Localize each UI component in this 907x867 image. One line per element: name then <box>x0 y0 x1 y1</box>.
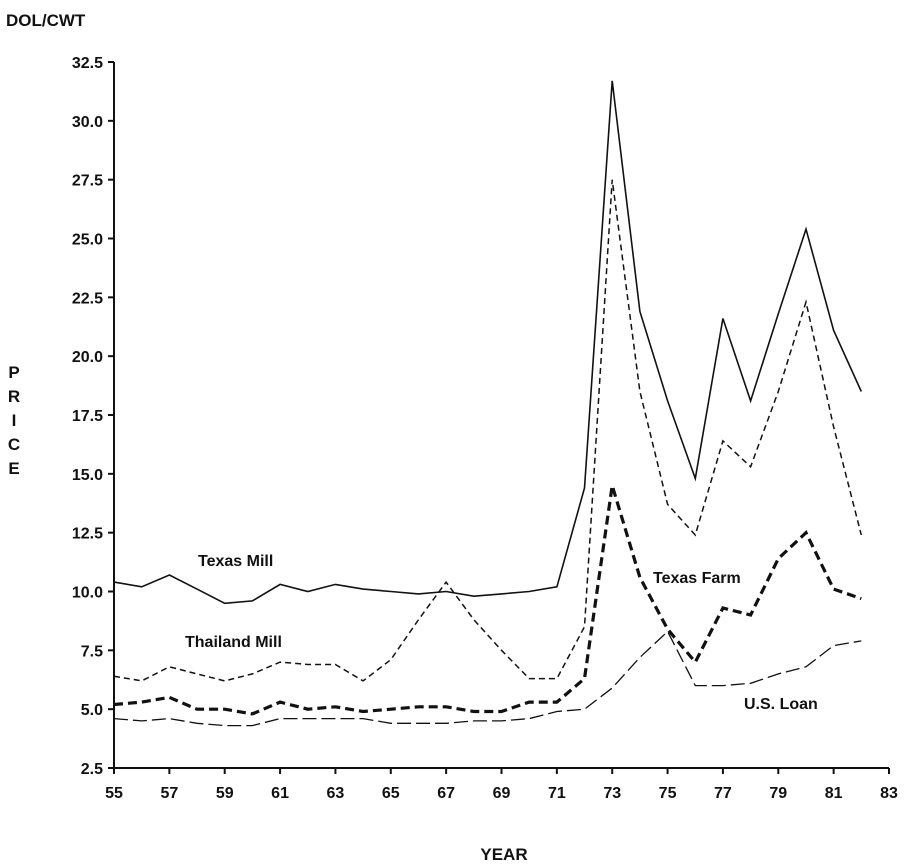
x-tick-label: 55 <box>105 785 123 802</box>
x-tick-label: 83 <box>880 785 898 802</box>
y-tick-label: 7.5 <box>81 643 103 660</box>
y-tick-label: 17.5 <box>72 408 103 425</box>
y-unit-label: DOL/CWT <box>6 11 86 30</box>
series-label: Thailand Mill <box>185 634 282 651</box>
y-tick-label: 15.0 <box>72 467 103 484</box>
y-tick-label: 5.0 <box>81 702 103 719</box>
y-tick-label: 22.5 <box>72 290 103 307</box>
y-tick-label: 27.5 <box>72 173 103 190</box>
y-axis-ticks: 2.5 5.0 7.5 10.0 12.5 15.0 17.5 20.0 22.5 25.0 27.… <box>72 55 114 778</box>
y-axis-title-letter: P <box>8 363 19 382</box>
x-axis-ticks: 55 57 59 61 63 65 67 69 71 73 75 77 79 81 83 <box>105 768 898 802</box>
series-line-texas-farm <box>113 485 862 716</box>
series-label: U.S. Loan <box>744 696 818 713</box>
x-tick-label: 81 <box>825 785 843 802</box>
y-tick-label: 12.5 <box>72 526 103 543</box>
x-tick-label: 61 <box>271 785 289 802</box>
x-tick-label: 71 <box>548 785 566 802</box>
y-tick-label: 10.0 <box>72 585 103 602</box>
x-tick-label: 67 <box>437 785 455 802</box>
y-tick-label: 25.0 <box>72 232 103 249</box>
x-tick-label: 73 <box>603 785 621 802</box>
series-line-texas-mill <box>113 80 863 605</box>
series-label: Texas Farm <box>653 570 741 587</box>
x-tick-label: 65 <box>382 785 400 802</box>
y-tick-label: 20.0 <box>72 349 103 366</box>
y-tick-label: 30.0 <box>72 114 103 131</box>
series-line-u-s-loan <box>113 630 862 727</box>
y-tick-label: 32.5 <box>72 55 103 72</box>
x-axis-title: YEAR <box>480 845 527 864</box>
y-tick-label: 2.5 <box>81 761 103 778</box>
x-tick-label: 63 <box>327 785 345 802</box>
series-labels: Texas Mill Thailand Mill Texas Farm U.S. Lo… <box>185 553 818 713</box>
y-axis-title-letter: R <box>8 387 20 406</box>
x-tick-label: 57 <box>160 785 178 802</box>
y-axis-title-letter: C <box>8 435 20 454</box>
x-tick-label: 77 <box>714 785 732 802</box>
y-axis-title-letter: E <box>8 459 19 478</box>
x-tick-label: 69 <box>493 785 511 802</box>
series-lines <box>113 80 863 727</box>
axes <box>113 62 889 769</box>
x-tick-label: 75 <box>659 785 677 802</box>
y-axis-title-letter: I <box>12 411 17 430</box>
series-line-thailand-mill <box>113 179 863 682</box>
series-label: Texas Mill <box>198 553 273 570</box>
x-tick-label: 59 <box>216 785 234 802</box>
x-tick-label: 79 <box>769 785 787 802</box>
